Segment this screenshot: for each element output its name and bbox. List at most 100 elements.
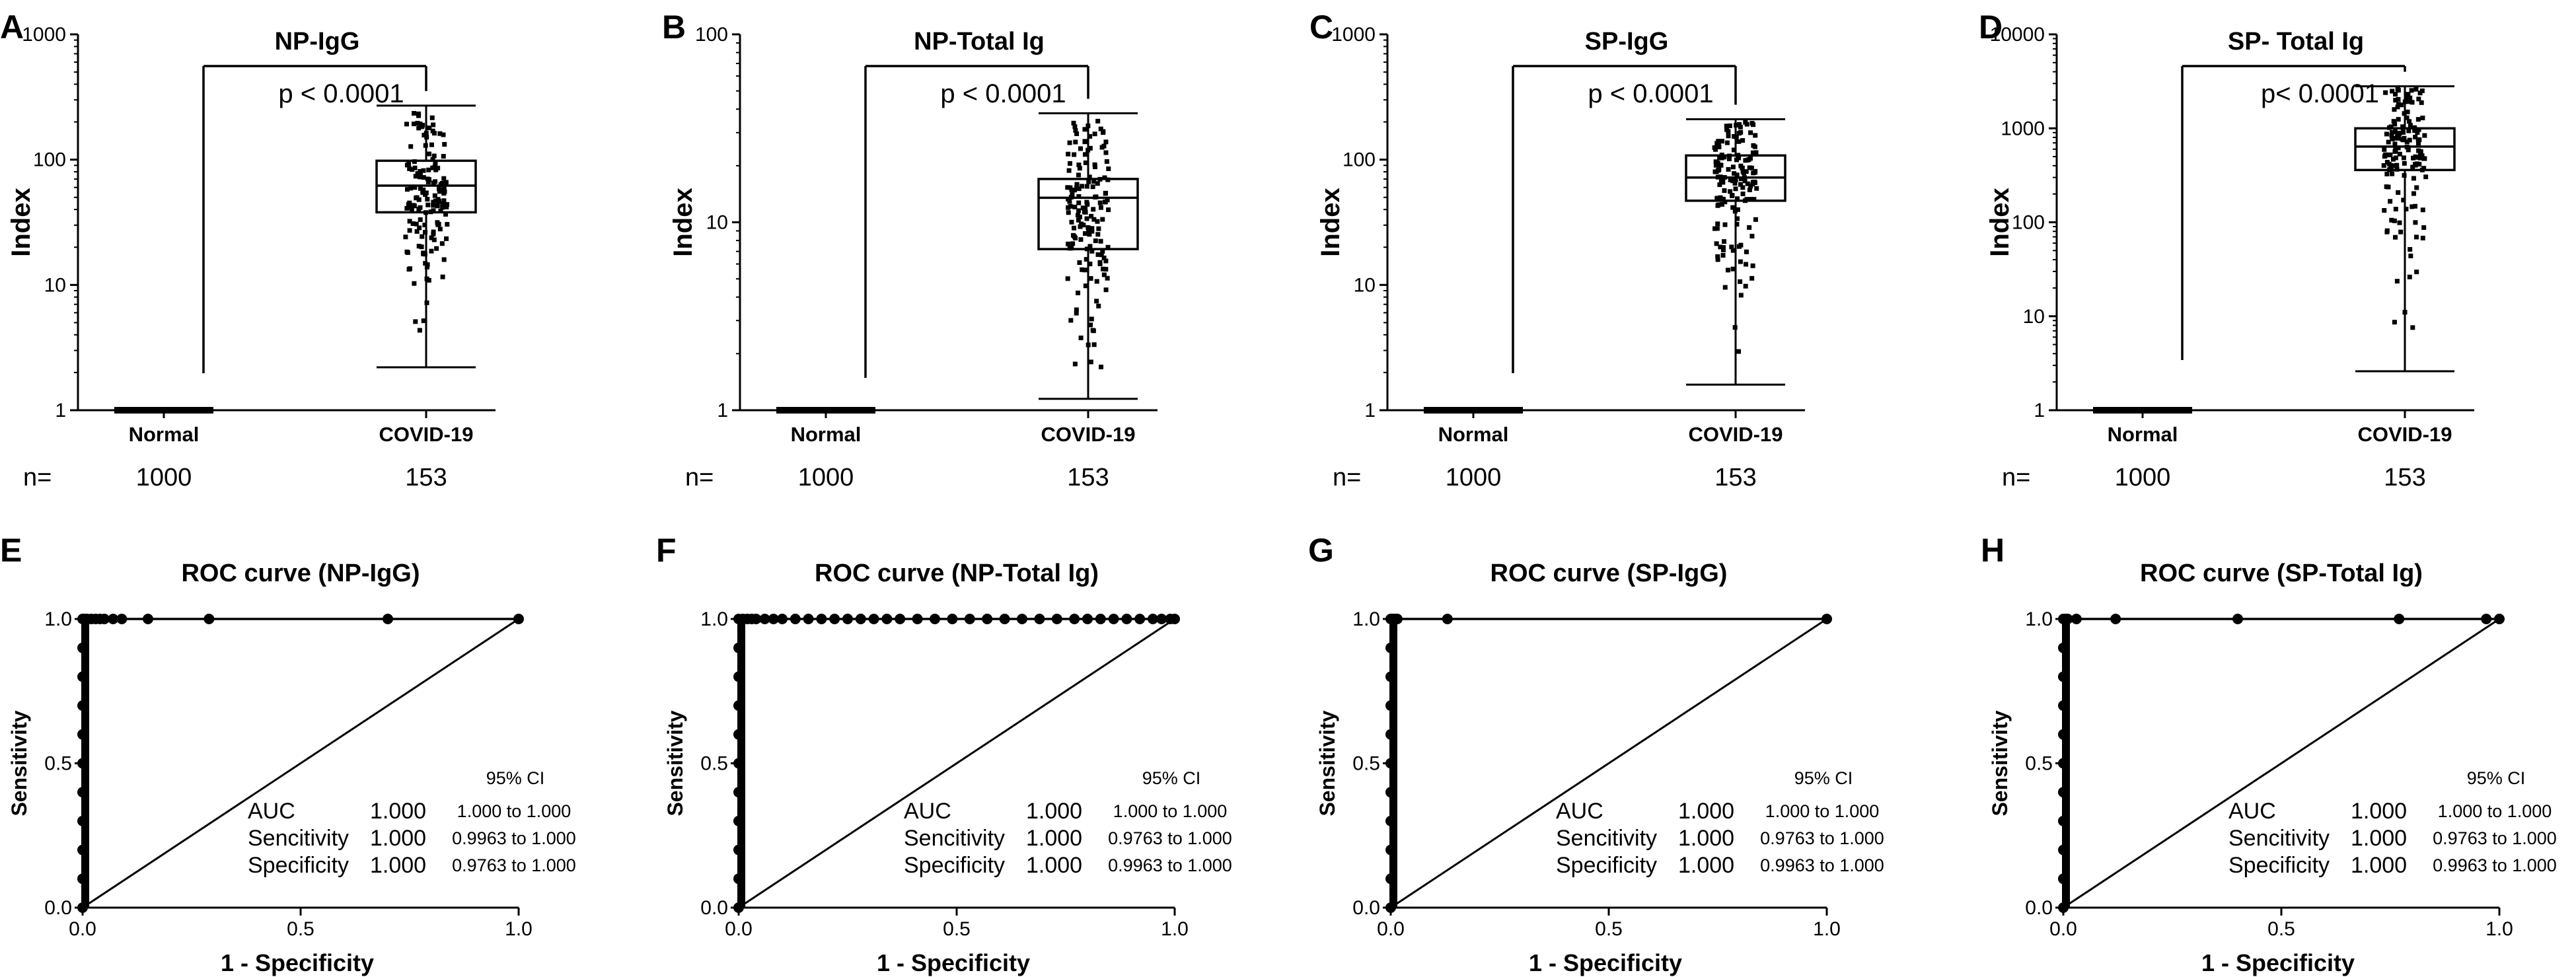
data-point: [2396, 145, 2401, 151]
data-point: [2422, 133, 2427, 138]
data-point: [422, 133, 427, 138]
data-point: [1077, 166, 1082, 171]
roc-point: [2481, 614, 2492, 624]
y-tick-label: 1: [717, 400, 728, 421]
data-point: [1098, 205, 1103, 210]
data-point: [1086, 227, 1091, 233]
roc-point: [1156, 614, 1167, 624]
data-point: [1744, 262, 1749, 267]
data-point: [1101, 130, 1106, 135]
y-tick-label: 10000: [1990, 24, 2045, 46]
data-point: [1720, 247, 1726, 252]
data-point: [1097, 200, 1103, 205]
data-point: [410, 221, 416, 227]
data-point: [1083, 160, 1088, 165]
data-point: [1078, 237, 1084, 242]
data-point: [437, 131, 443, 136]
chart-title: SP-IgG: [1585, 28, 1669, 55]
data-point: [2392, 235, 2398, 240]
data-point: [1076, 208, 1082, 213]
data-point: [433, 198, 438, 203]
data-point: [1103, 258, 1109, 264]
data-point: [1080, 184, 1085, 189]
y-tick-label: 1000: [22, 24, 66, 46]
data-point: [2406, 128, 2411, 133]
roc-point: [1017, 614, 1027, 624]
data-point: [1730, 164, 1736, 170]
data-point: [1076, 290, 1081, 295]
stat-label: Specificity: [248, 853, 349, 878]
data-point: [1730, 266, 1736, 271]
data-point: [426, 167, 431, 172]
data-point: [2416, 96, 2421, 102]
y-axis-label: Sensitivity: [1315, 710, 1339, 816]
data-point: [2411, 191, 2416, 196]
roc-point: [77, 902, 88, 913]
data-point: [424, 276, 429, 281]
data-point: [422, 223, 427, 228]
data-point: [1715, 221, 1720, 227]
data-point: [2407, 274, 2412, 279]
stat-ci: 1.000 to 1.000: [1113, 801, 1228, 821]
data-point: [412, 111, 417, 116]
data-point: [1086, 342, 1091, 347]
x-axis-label: 1 - Specificity: [221, 949, 374, 976]
data-point: [412, 159, 417, 164]
data-point: [415, 120, 420, 126]
data-point: [2404, 206, 2409, 211]
data-point: [407, 228, 412, 233]
roc-point: [912, 614, 923, 624]
data-point: [431, 199, 436, 205]
roc-point: [2062, 614, 2073, 624]
iqr-box: [1037, 178, 1139, 250]
n-value: 153: [405, 464, 447, 491]
data-point: [440, 274, 445, 279]
data-point: [1072, 361, 1078, 367]
panel-letter: D: [1979, 9, 2003, 46]
stat-ci: 0.9763 to 1.000: [2433, 828, 2557, 848]
data-point: [1743, 158, 1748, 163]
roc-point: [1385, 671, 1396, 682]
data-point: [1713, 163, 1718, 168]
data-point: [2419, 100, 2424, 105]
data-point: [2421, 156, 2427, 161]
data-point: [1105, 244, 1111, 250]
data-point: [1719, 153, 1724, 158]
data-point: [2392, 218, 2397, 223]
data-point: [1077, 214, 1082, 219]
data-point: [1715, 174, 1720, 180]
data-point: [2384, 131, 2389, 137]
stat-label: Specificity: [2228, 853, 2330, 878]
data-point: [1106, 166, 1111, 171]
data-point: [441, 186, 447, 191]
data-point: [2413, 220, 2418, 225]
panel-letter: G: [1308, 532, 1334, 569]
data-point: [1749, 233, 1755, 238]
data-point: [1753, 170, 1758, 175]
data-point: [1740, 191, 1746, 196]
roc-point: [513, 614, 524, 624]
y-tick-label: 10: [2023, 306, 2045, 328]
data-point: [1088, 322, 1093, 328]
roc-point: [1108, 614, 1119, 624]
data-point: [2413, 163, 2418, 168]
data-point: [1722, 175, 1727, 180]
roc-point: [733, 873, 744, 885]
data-point: [441, 132, 446, 137]
data-point: [2390, 136, 2395, 141]
data-point: [429, 142, 434, 147]
data-point: [2381, 163, 2386, 168]
data-point: [1732, 133, 1737, 139]
roc-point: [1082, 614, 1093, 624]
data-point: [2400, 124, 2406, 129]
data-point: [1074, 185, 1080, 190]
data-point: [1066, 241, 1071, 246]
roc-point: [2058, 844, 2069, 855]
data-point: [2394, 166, 2400, 172]
n-label: n=: [23, 464, 52, 491]
data-point: [442, 142, 447, 147]
data-point: [2413, 155, 2419, 160]
data-point: [2386, 153, 2391, 158]
data-point: [1719, 155, 1724, 161]
